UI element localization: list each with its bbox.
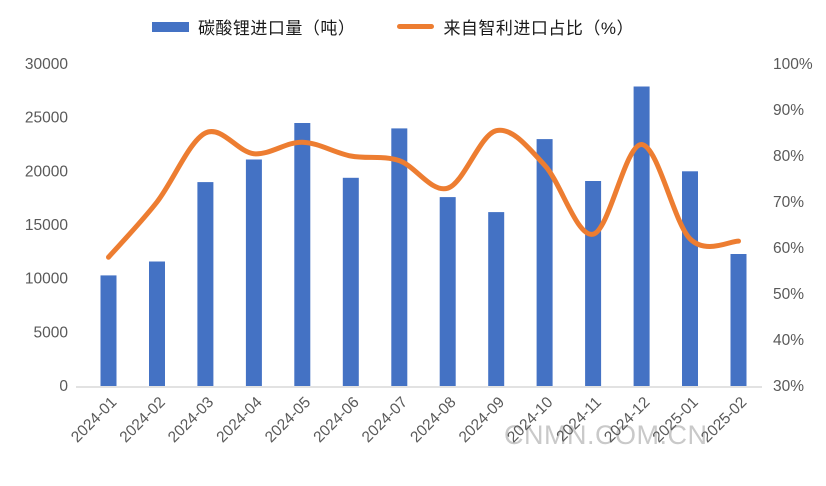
bar-2024-09 [488,212,505,386]
x-axis-label: 2024-07 [359,394,411,446]
bar-2024-03 [197,182,214,386]
y-axis-left-tick-label: 20000 [25,163,68,180]
bar-series-swatch-icon [151,21,189,32]
line-series-label: 来自智利进口占比（%） [443,19,635,38]
bar-2024-05 [294,123,311,386]
watermark: CNMN.COM.CN [504,420,708,450]
y-axis-left-tick-label: 0 [59,378,68,395]
legend-item-line-series: 来自智利进口占比（%） [397,14,634,39]
x-axis-label: 2024-02 [117,394,169,446]
y-axis-left-tick-label: 30000 [25,56,68,73]
x-axis-label: 2024-01 [68,394,120,446]
bar-2024-06 [342,177,359,386]
x-axis-label: 2024-09 [456,394,508,446]
bar-2025-01 [682,171,698,386]
x-axis-label: 2024-11 [553,394,604,445]
x-axis-label: 2024-04 [213,394,266,447]
bar-series-label: 碳酸锂进口量（吨） [197,19,356,38]
y-axis-right-tick-label: 80% [773,148,804,165]
bar-2024-07 [391,128,408,386]
y-axis-left-tick-label: 5000 [34,324,69,341]
x-axis-label: 2024-08 [407,394,459,446]
y-axis-right-tick-label: 90% [773,102,804,119]
y-axis-left-tick-label: 25000 [25,110,68,127]
bar-2024-02 [149,261,165,386]
x-axis-label: 2024-03 [165,394,217,446]
bar-2024-11 [585,181,602,386]
x-axis-label: 2024-06 [310,394,362,446]
y-axis-left-tick-label: 15000 [25,217,68,234]
y-axis-right-tick-label: 40% [773,332,804,349]
chart-legend: 碳酸锂进口量（吨） 来自智利进口占比（%） [0,14,786,39]
y-axis-right-tick-label: 60% [773,240,804,257]
y-axis-left-tick-label: 10000 [25,271,68,288]
bar-2024-04 [245,159,262,386]
bar-2025-02 [730,254,747,386]
line-series-path [106,127,741,260]
x-axis-label: 2025-01 [650,394,702,446]
bar-2024-12 [633,86,650,386]
y-axis-right-tick-label: 100% [773,56,813,73]
bar-2024-10 [536,139,553,386]
y-axis-right-tick-label: 70% [773,194,804,211]
y-axis-right-tick-label: 30% [773,378,804,395]
x-axis-label: 2024-12 [601,394,653,446]
x-axis-label: 2025-02 [698,394,750,446]
bar-2024-01 [100,275,117,386]
line-series-swatch-icon [397,24,435,29]
x-axis-label: 2024-10 [504,394,557,447]
y-axis-right-tick-label: 50% [773,286,804,303]
legend-item-bar-series: 碳酸锂进口量（吨） [151,14,356,39]
bar-2024-08 [439,197,456,386]
x-axis-label: 2024-05 [262,394,314,446]
